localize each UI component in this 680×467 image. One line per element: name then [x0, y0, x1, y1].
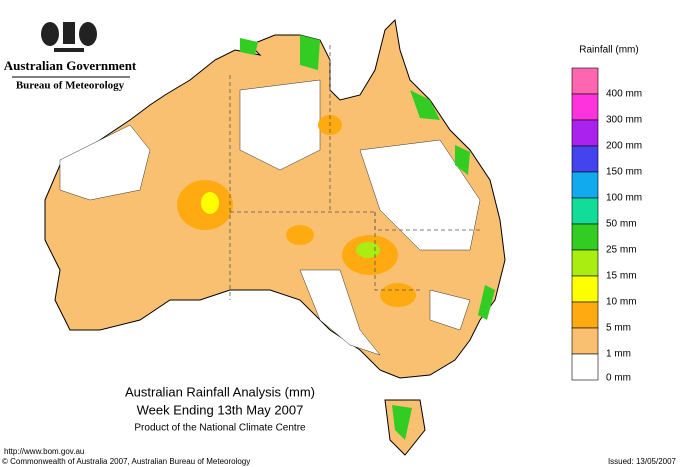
legend-label: 50 mm: [606, 219, 637, 230]
legend: 400 mm 300 mm 200 mm 150 mm 100 mm 50 mm 25 mm…: [571, 67, 642, 384]
map-subtitle: Week Ending 13th May 2007: [137, 402, 304, 417]
legend-swatch: [571, 223, 599, 251]
legend-swatch: [571, 171, 599, 199]
legend-label: 1 mm: [606, 349, 631, 360]
legend-label: 150 mm: [606, 167, 642, 178]
legend-swatch: [571, 197, 599, 225]
legend-swatch: [571, 145, 599, 173]
legend-label: 10 mm: [606, 297, 637, 308]
state-borders: [229, 45, 480, 300]
crest: [41, 22, 97, 52]
map-credit: Product of the National Climate Centre: [134, 423, 306, 434]
footer-copyright: © Commonwealth of Australia 2007, Austra…: [2, 457, 250, 466]
legend-swatch: [571, 67, 599, 95]
dry-areas: [59, 79, 481, 356]
legend-label: 0 mm: [606, 373, 631, 384]
footer-url: http://www.bom.gov.au: [4, 447, 84, 456]
legend-title: Rainfall (mm): [579, 45, 638, 56]
rain-15: [356, 242, 380, 258]
legend-swatch: [571, 93, 599, 121]
footer-issued: Issued: 13/05/2007: [608, 457, 677, 466]
legend-swatch: [571, 327, 599, 355]
coastal-rain: [240, 35, 495, 440]
legend-label: 400 mm: [606, 89, 642, 100]
legend-label: 200 mm: [606, 141, 642, 152]
legend-swatch: [571, 353, 599, 381]
government-name: Australian Government: [4, 58, 137, 73]
map-title: Australian Rainfall Analysis (mm): [125, 384, 315, 399]
map: [44, 18, 506, 456]
legend-label: 100 mm: [606, 193, 642, 204]
legend-label: 5 mm: [606, 323, 631, 334]
legend-swatch: [571, 249, 599, 277]
rain-10: [201, 192, 219, 214]
legend-swatch: [571, 301, 599, 329]
legend-swatch: [571, 119, 599, 147]
legend-label: 15 mm: [606, 271, 637, 282]
agency-name: Bureau of Meteorology: [16, 80, 125, 92]
legend-label: 25 mm: [606, 245, 637, 256]
legend-swatch: [571, 275, 599, 303]
legend-label: 300 mm: [606, 115, 642, 126]
